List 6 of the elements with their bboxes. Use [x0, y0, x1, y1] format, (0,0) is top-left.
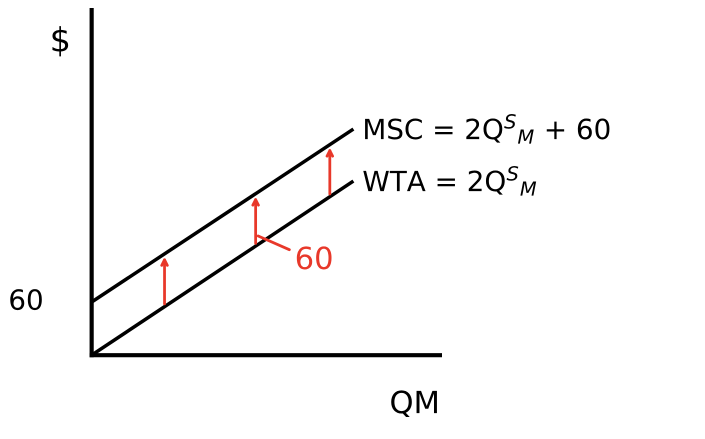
series-label: MSC = 2Q$^{S}$$_{M}$ + 60	[365, 114, 610, 144]
x-axis-title: QM	[391, 390, 437, 418]
annotation: 60	[296, 246, 332, 270]
series-label: WTA = 2Q$^{S}$$_{M}$	[363, 166, 536, 196]
y-axis-title: $	[52, 26, 68, 56]
text: 60	[10, 289, 42, 310]
